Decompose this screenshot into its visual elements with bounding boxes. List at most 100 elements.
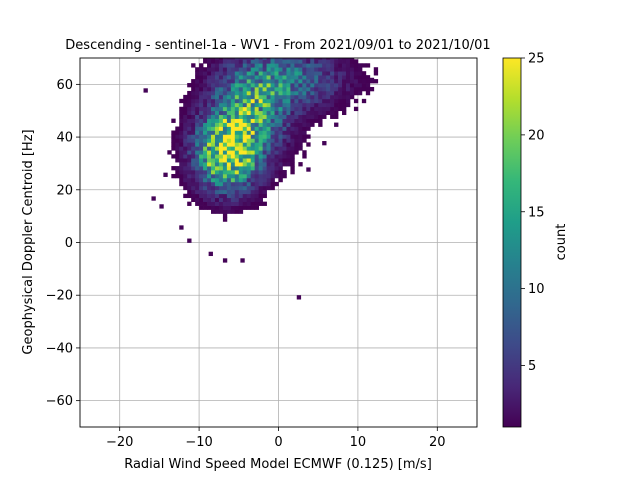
heatmap-cell: [199, 98, 204, 104]
heatmap-cell: [203, 130, 208, 135]
x-tick-label: −10: [185, 435, 212, 450]
heatmap-cell: [270, 146, 275, 151]
heatmap-cell: [298, 130, 303, 135]
heatmap-cell: [286, 114, 291, 119]
heatmap-cell: [294, 94, 299, 100]
heatmap-cell: [262, 150, 267, 155]
heatmap-cell: [342, 59, 347, 64]
heatmap-cell: [203, 154, 208, 159]
heatmap-cell: [191, 193, 196, 199]
heatmap-cell: [254, 166, 259, 171]
heatmap-cell: [207, 67, 212, 72]
heatmap-cell: [222, 58, 228, 60]
heatmap-cell: [226, 102, 232, 108]
heatmap-cell: [222, 75, 228, 80]
heatmap-cell: [246, 142, 252, 147]
heatmap-cell: [286, 138, 291, 143]
heatmap-cell: [282, 58, 287, 60]
heatmap-cell: [357, 79, 363, 84]
heatmap-cell: [246, 122, 252, 127]
heatmap-cell: [322, 59, 327, 64]
heatmap-cell: [234, 130, 240, 135]
heatmap-cell: [302, 138, 307, 143]
heatmap-cell: [365, 79, 371, 84]
heatmap-cell: [214, 83, 220, 88]
heatmap-cell: [222, 134, 228, 139]
heatmap-cell: [302, 98, 307, 104]
heatmap-cell: [330, 67, 335, 72]
heatmap-cell: [314, 90, 319, 96]
heatmap-cell: [258, 75, 263, 80]
heatmap-cells: [143, 58, 379, 300]
heatmap-cell: [330, 59, 335, 64]
heatmap-cell: [171, 118, 176, 123]
heatmap-cell: [254, 201, 259, 206]
heatmap-cell: [373, 71, 379, 76]
heatmap-cell: [195, 106, 200, 112]
heatmap-cell: [286, 98, 291, 104]
heatmap-cell: [250, 142, 256, 147]
heatmap-cell: [250, 102, 256, 108]
heatmap-cell: [222, 126, 228, 131]
heatmap-cell: [230, 94, 236, 100]
heatmap-cell: [218, 63, 224, 68]
heatmap-cell: [242, 158, 248, 163]
heatmap-cell: [191, 130, 196, 135]
heatmap-cell: [270, 58, 275, 60]
heatmap-cell: [195, 158, 200, 163]
y-tick-label: 0: [65, 236, 73, 251]
heatmap-cell: [278, 102, 283, 108]
heatmap-cell: [222, 158, 228, 163]
heatmap-cell: [342, 71, 347, 76]
heatmap-cell: [242, 83, 248, 88]
heatmap-cell: [286, 162, 291, 167]
heatmap-cell: [187, 90, 192, 96]
heatmap-cell: [214, 138, 220, 143]
heatmap-cell: [302, 154, 307, 159]
heatmap-cell: [302, 126, 307, 131]
heatmap-cell: [214, 142, 220, 147]
heatmap-cell: [203, 162, 208, 167]
heatmap-cell: [258, 71, 263, 76]
heatmap-cell: [230, 158, 236, 163]
heatmap-cell: [306, 67, 311, 72]
heatmap-cell: [258, 158, 263, 163]
heatmap-cell: [262, 114, 267, 119]
heatmap-cell: [270, 67, 275, 72]
heatmap-cell: [342, 102, 347, 108]
heatmap-cell: [195, 134, 200, 139]
heatmap-cell: [338, 59, 343, 64]
heatmap-cell: [214, 63, 220, 68]
heatmap-cell: [191, 162, 196, 167]
heatmap-cell: [203, 146, 208, 151]
heatmap-cell: [282, 75, 287, 80]
heatmap-cell: [171, 142, 176, 147]
heatmap-cell: [234, 83, 240, 88]
heatmap-cell: [282, 173, 287, 179]
heatmap-cell: [234, 166, 240, 171]
heatmap-cell: [234, 63, 240, 68]
heatmap-cell: [214, 166, 220, 171]
heatmap-cell: [250, 189, 256, 195]
heatmap-cell: [322, 98, 327, 104]
heatmap-cell: [286, 86, 291, 92]
heatmap-cell: [230, 86, 236, 92]
heatmap-cell: [302, 75, 307, 80]
heatmap-cell: [207, 71, 212, 76]
heatmap-cell: [250, 79, 256, 84]
heatmap-cell: [258, 193, 263, 199]
heatmap-cell: [334, 86, 339, 92]
heatmap-cell: [282, 106, 287, 112]
heatmap-cell: [266, 122, 271, 127]
heatmap-cell: [195, 79, 200, 84]
heatmap-cell: [195, 185, 200, 191]
heatmap-cell: [258, 185, 263, 191]
heatmap-cell: [262, 170, 267, 175]
heatmap-cell: [207, 138, 212, 143]
heatmap-cell: [246, 193, 252, 199]
heatmap-cell: [266, 86, 271, 92]
heatmap-cell: [262, 106, 267, 112]
outlier-cell: [296, 295, 302, 300]
heatmap-cell: [258, 90, 263, 96]
heatmap-cell: [250, 173, 256, 179]
